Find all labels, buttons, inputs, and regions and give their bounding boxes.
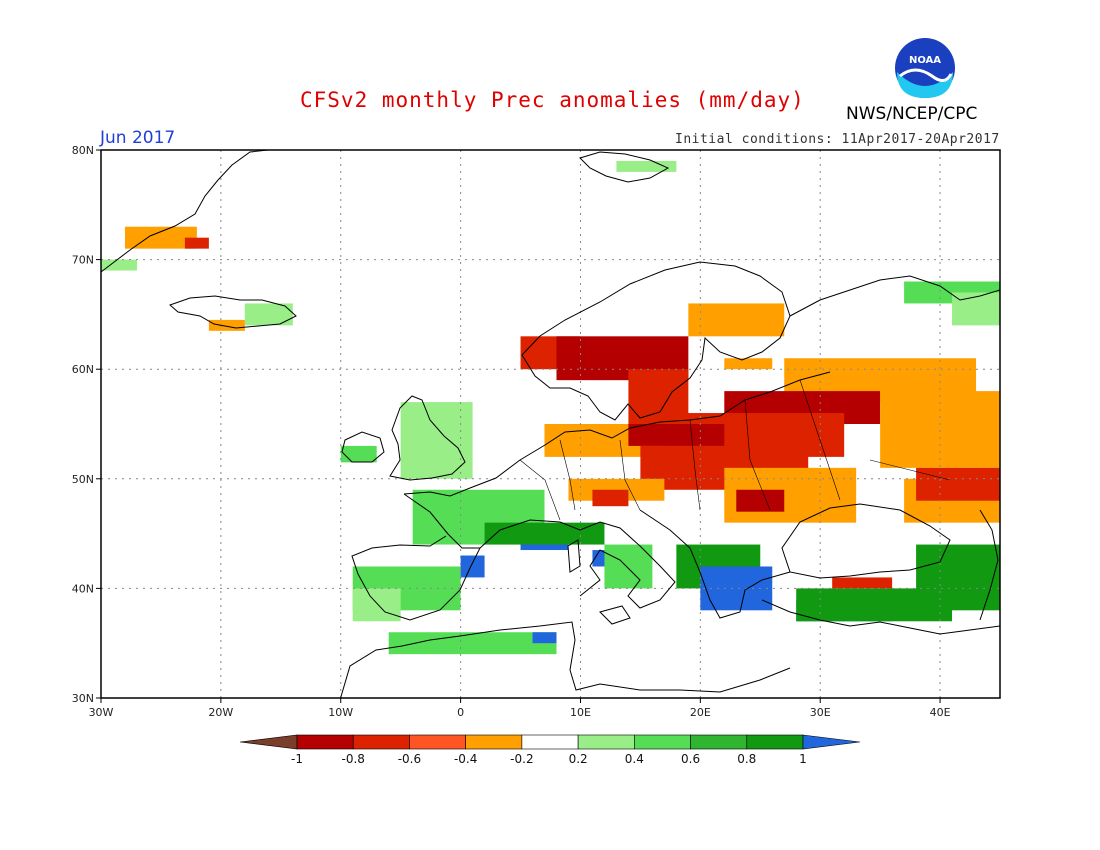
anomaly-italy-green <box>604 544 653 589</box>
colorbar-box <box>409 734 466 750</box>
colorbar-label: -0.4 <box>454 752 477 766</box>
anomaly-greenland-west-green <box>101 259 137 271</box>
anomaly-alps-green <box>484 522 605 545</box>
lat-tick-label: 70N <box>72 254 94 267</box>
colorbar-box <box>521 734 579 750</box>
colorbar-label: 0.8 <box>737 752 756 766</box>
initial-conditions: Initial conditions: 11Apr2017-20Apr2017 <box>675 132 1000 147</box>
colorbar-label: 0.6 <box>681 752 700 766</box>
anomaly-urals-green2 <box>952 292 1000 326</box>
anomaly-volga-red <box>916 467 1000 501</box>
lat-tick-label: 30N <box>72 692 94 705</box>
colorbar: -1 -0.8 -0.6 -0.4 -0.2 0.2 0.4 0.6 0.8 1 <box>239 734 861 766</box>
britain-coast <box>389 395 466 481</box>
colorbar-box <box>465 734 523 750</box>
colorbar-label: 0.4 <box>625 752 644 766</box>
balkans-coast <box>639 509 791 619</box>
colorbar-low-arrow <box>239 734 298 750</box>
anomaly-caucasus-green <box>916 544 1000 611</box>
black-sea-coast <box>781 503 951 579</box>
iceland-coast <box>169 295 297 329</box>
lon-tick-label: 20W <box>208 706 233 719</box>
lat-tick-label: 50N <box>72 473 94 486</box>
continent-coast <box>403 371 831 497</box>
anomaly-iceland-green <box>244 303 293 326</box>
anomaly-iberia-light <box>352 588 401 622</box>
lat-tick-label: 40N <box>72 582 94 595</box>
svalbard-coast <box>579 151 670 183</box>
caspian-coast <box>979 509 999 621</box>
lon-tick-label: 30W <box>89 706 114 719</box>
anomaly-greenland-orange <box>124 226 197 249</box>
colorbar-label: -1 <box>291 752 303 766</box>
anomaly-turkey-red <box>832 577 893 589</box>
chart-title: CFSv2 monthly Prec anomalies (mm/day) <box>300 88 805 112</box>
iberia-coast <box>351 493 481 621</box>
anomaly-poland-darkred <box>628 424 725 446</box>
anomaly-britain-green <box>400 402 473 479</box>
colorbar-box <box>634 734 691 750</box>
colorbar-high-arrow <box>802 734 861 750</box>
noaa-logo-text: NOAA <box>909 55 941 66</box>
anomaly-pyrenees-blue <box>460 555 485 578</box>
agency-label: NWS/NCEP/CPC <box>846 104 978 124</box>
colorbar-box <box>690 734 748 750</box>
lon-tick-label: 10W <box>328 706 353 719</box>
arctic-russia-coast <box>789 275 1000 317</box>
colorbar-box <box>296 734 354 750</box>
colorbar-label: 0.2 <box>569 752 588 766</box>
map-frame <box>100 149 1001 699</box>
anomaly-finland-orange <box>688 303 785 337</box>
lat-tick-label: 80N <box>72 144 94 157</box>
colorbar-label: -0.6 <box>398 752 421 766</box>
lat-tick-label: 60N <box>72 363 94 376</box>
colorbar-box <box>577 734 635 750</box>
ireland-coast <box>341 431 385 463</box>
anomaly-ukraine-darkred <box>736 489 785 512</box>
anomaly-nafrica-green <box>388 632 557 655</box>
latitude-ticks: 30N 40N 50N 60N 70N 80N <box>72 144 101 705</box>
coastlines <box>101 150 1000 698</box>
longitude-ticks: 30W 20W 10W 0 10E 20E 30E 40E <box>89 698 951 719</box>
anatolia-coast <box>761 599 1000 635</box>
lon-tick-label: 40E <box>930 706 951 719</box>
lon-tick-label: 10E <box>570 706 591 719</box>
forecast-month: Jun 2017 <box>100 128 176 148</box>
lon-tick-label: 0 <box>457 706 464 719</box>
noaa-logo: NOAA <box>895 38 955 98</box>
islands-coast <box>567 539 631 625</box>
med-coast <box>479 519 676 609</box>
grid-lines <box>101 150 1000 698</box>
anomaly-ireland-green <box>340 445 377 463</box>
colorbar-label: -0.8 <box>342 752 365 766</box>
colorbar-box <box>352 734 410 750</box>
colorbar-box <box>746 734 804 750</box>
anomaly-svalbard-green <box>616 160 677 172</box>
greenland-coast <box>101 150 269 273</box>
lon-tick-label: 30E <box>810 706 831 719</box>
scandinavia-coast <box>521 261 791 421</box>
borders <box>519 379 951 521</box>
anomaly-nafrica-blue <box>532 632 557 644</box>
colorbar-label: 1 <box>799 752 807 766</box>
colorbar-label: -0.2 <box>510 752 533 766</box>
anomaly-alps-red <box>592 489 629 507</box>
anomaly-iceland-orange <box>208 319 245 331</box>
nafrica-coast <box>340 621 791 698</box>
anomaly-greenland-red <box>184 237 209 249</box>
lon-tick-label: 20E <box>690 706 711 719</box>
anomaly-fields <box>101 160 1000 655</box>
anomaly-finland-orange2 <box>724 358 773 370</box>
